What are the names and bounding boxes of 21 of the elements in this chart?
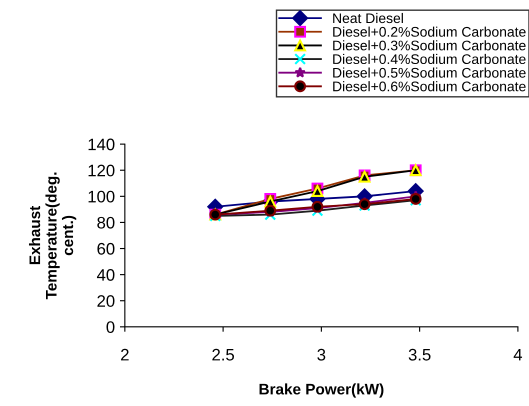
y-axis-title: Exhaust Temperature(deg. cent.)	[28, 172, 76, 300]
y-tick-label: 120	[88, 164, 114, 176]
x-tick-label: 3	[317, 348, 326, 361]
x-tick-label: 3.5	[408, 348, 431, 361]
legend-label: Diesel+0.3%Sodium Carbonate	[333, 40, 526, 50]
legend-label: Diesel+0.5%Sodium Carbonate	[333, 67, 526, 78]
y-tick-label: 140	[88, 138, 114, 150]
x-tick-label: 2.5	[212, 348, 234, 361]
y-tick-label: 100	[88, 190, 114, 203]
y-tick-label: 0	[106, 321, 114, 334]
legend-label: Neat Diesel	[333, 12, 403, 24]
y-tick-label: 40	[96, 269, 114, 281]
x-tick-label: 2	[121, 348, 129, 360]
legend-label: Diesel+0.6%Sodium Carbonate	[333, 81, 526, 92]
legend-label: Diesel+0.2%Sodium Carbonate	[333, 26, 526, 37]
x-axis-title: Brake Power(kW)	[260, 383, 384, 398]
legend-label: Diesel+0.4%Sodium Carbonate	[333, 54, 526, 64]
x-tick-label: 4	[514, 348, 522, 360]
y-tick-label: 80	[97, 216, 114, 229]
y-tick-label: 20	[97, 295, 114, 307]
y-tick-label: 60	[97, 242, 114, 255]
